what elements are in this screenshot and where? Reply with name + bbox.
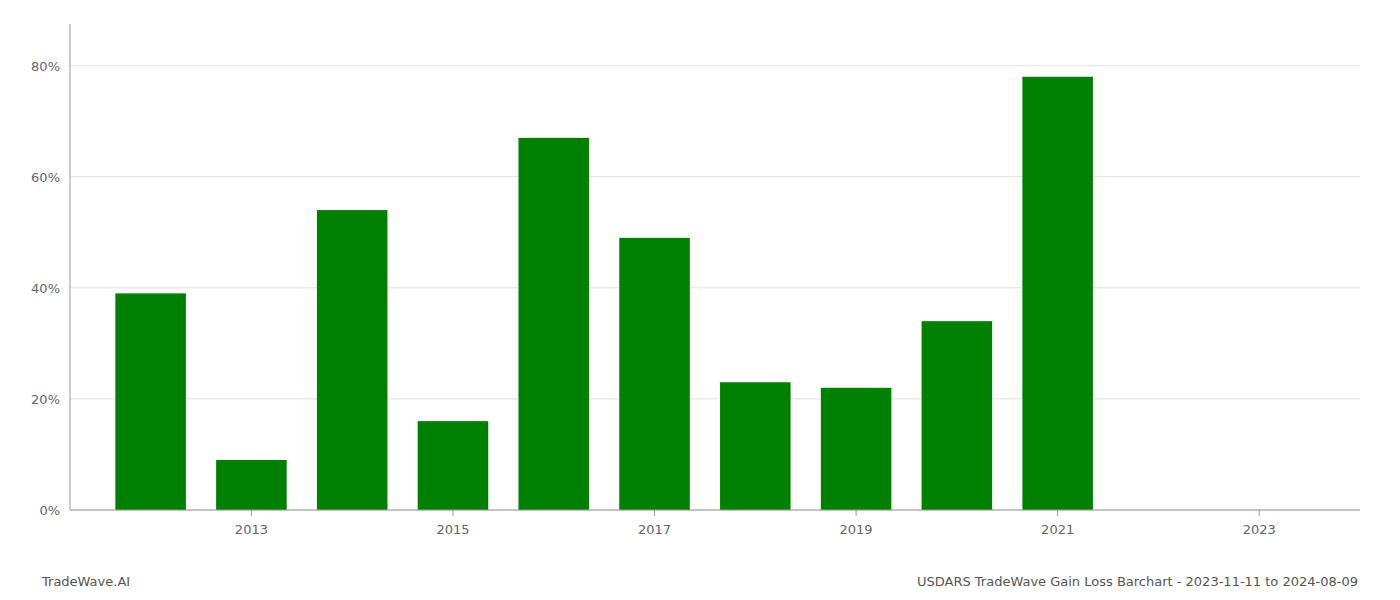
bar: [821, 388, 892, 510]
bars: [115, 77, 1093, 510]
x-tick-label: 2019: [840, 522, 873, 537]
grid-line: [70, 176, 1360, 177]
x-tick: [251, 510, 252, 516]
x-tick-label: 2023: [1243, 522, 1276, 537]
bar: [216, 460, 287, 510]
x-tick-label: 2015: [436, 522, 469, 537]
bar: [619, 238, 690, 510]
y-axis-line: [70, 24, 71, 510]
x-tick-label: 2017: [638, 522, 671, 537]
watermark: TradeWave.AI: [41, 574, 130, 589]
x-tick-label: 2021: [1041, 522, 1074, 537]
bar: [518, 138, 589, 510]
x-tick: [856, 510, 857, 516]
bar: [720, 382, 791, 510]
y-tick-label: 80%: [31, 59, 60, 74]
x-tick: [654, 510, 655, 516]
bar: [418, 421, 489, 510]
y-tick-label: 60%: [31, 170, 60, 185]
bar: [1022, 77, 1093, 510]
x-tick: [1259, 510, 1260, 516]
chart-svg: 0% 20% 40% 60% 80% 2013 2015 2017 2019 2021 2023 US…: [0, 0, 1400, 600]
x-tick-label: 2013: [235, 522, 268, 537]
bar: [115, 293, 186, 510]
bar: [317, 210, 388, 510]
x-tick: [452, 510, 453, 516]
chart-container: 0% 20% 40% 60% 80% 2013 2015 2017 2019 2021 2023 US…: [0, 0, 1400, 600]
y-tick-label: 40%: [31, 281, 60, 296]
y-tick-label: 0%: [39, 503, 60, 518]
x-axis-line: [70, 510, 1360, 511]
grid-line: [70, 398, 1360, 399]
title: USDARS TradeWave Gain Loss Barchart - 20…: [917, 574, 1358, 589]
y-axis: 0% 20% 40% 60% 80%: [31, 24, 1360, 518]
bar: [922, 321, 993, 510]
x-axis: 2013 2015 2017 2019 2021 2023: [70, 510, 1360, 537]
grid-line: [70, 510, 1360, 511]
y-tick-label: 20%: [31, 392, 60, 407]
grid-line: [70, 287, 1360, 288]
grid-line: [70, 65, 1360, 66]
x-tick: [1057, 510, 1058, 516]
